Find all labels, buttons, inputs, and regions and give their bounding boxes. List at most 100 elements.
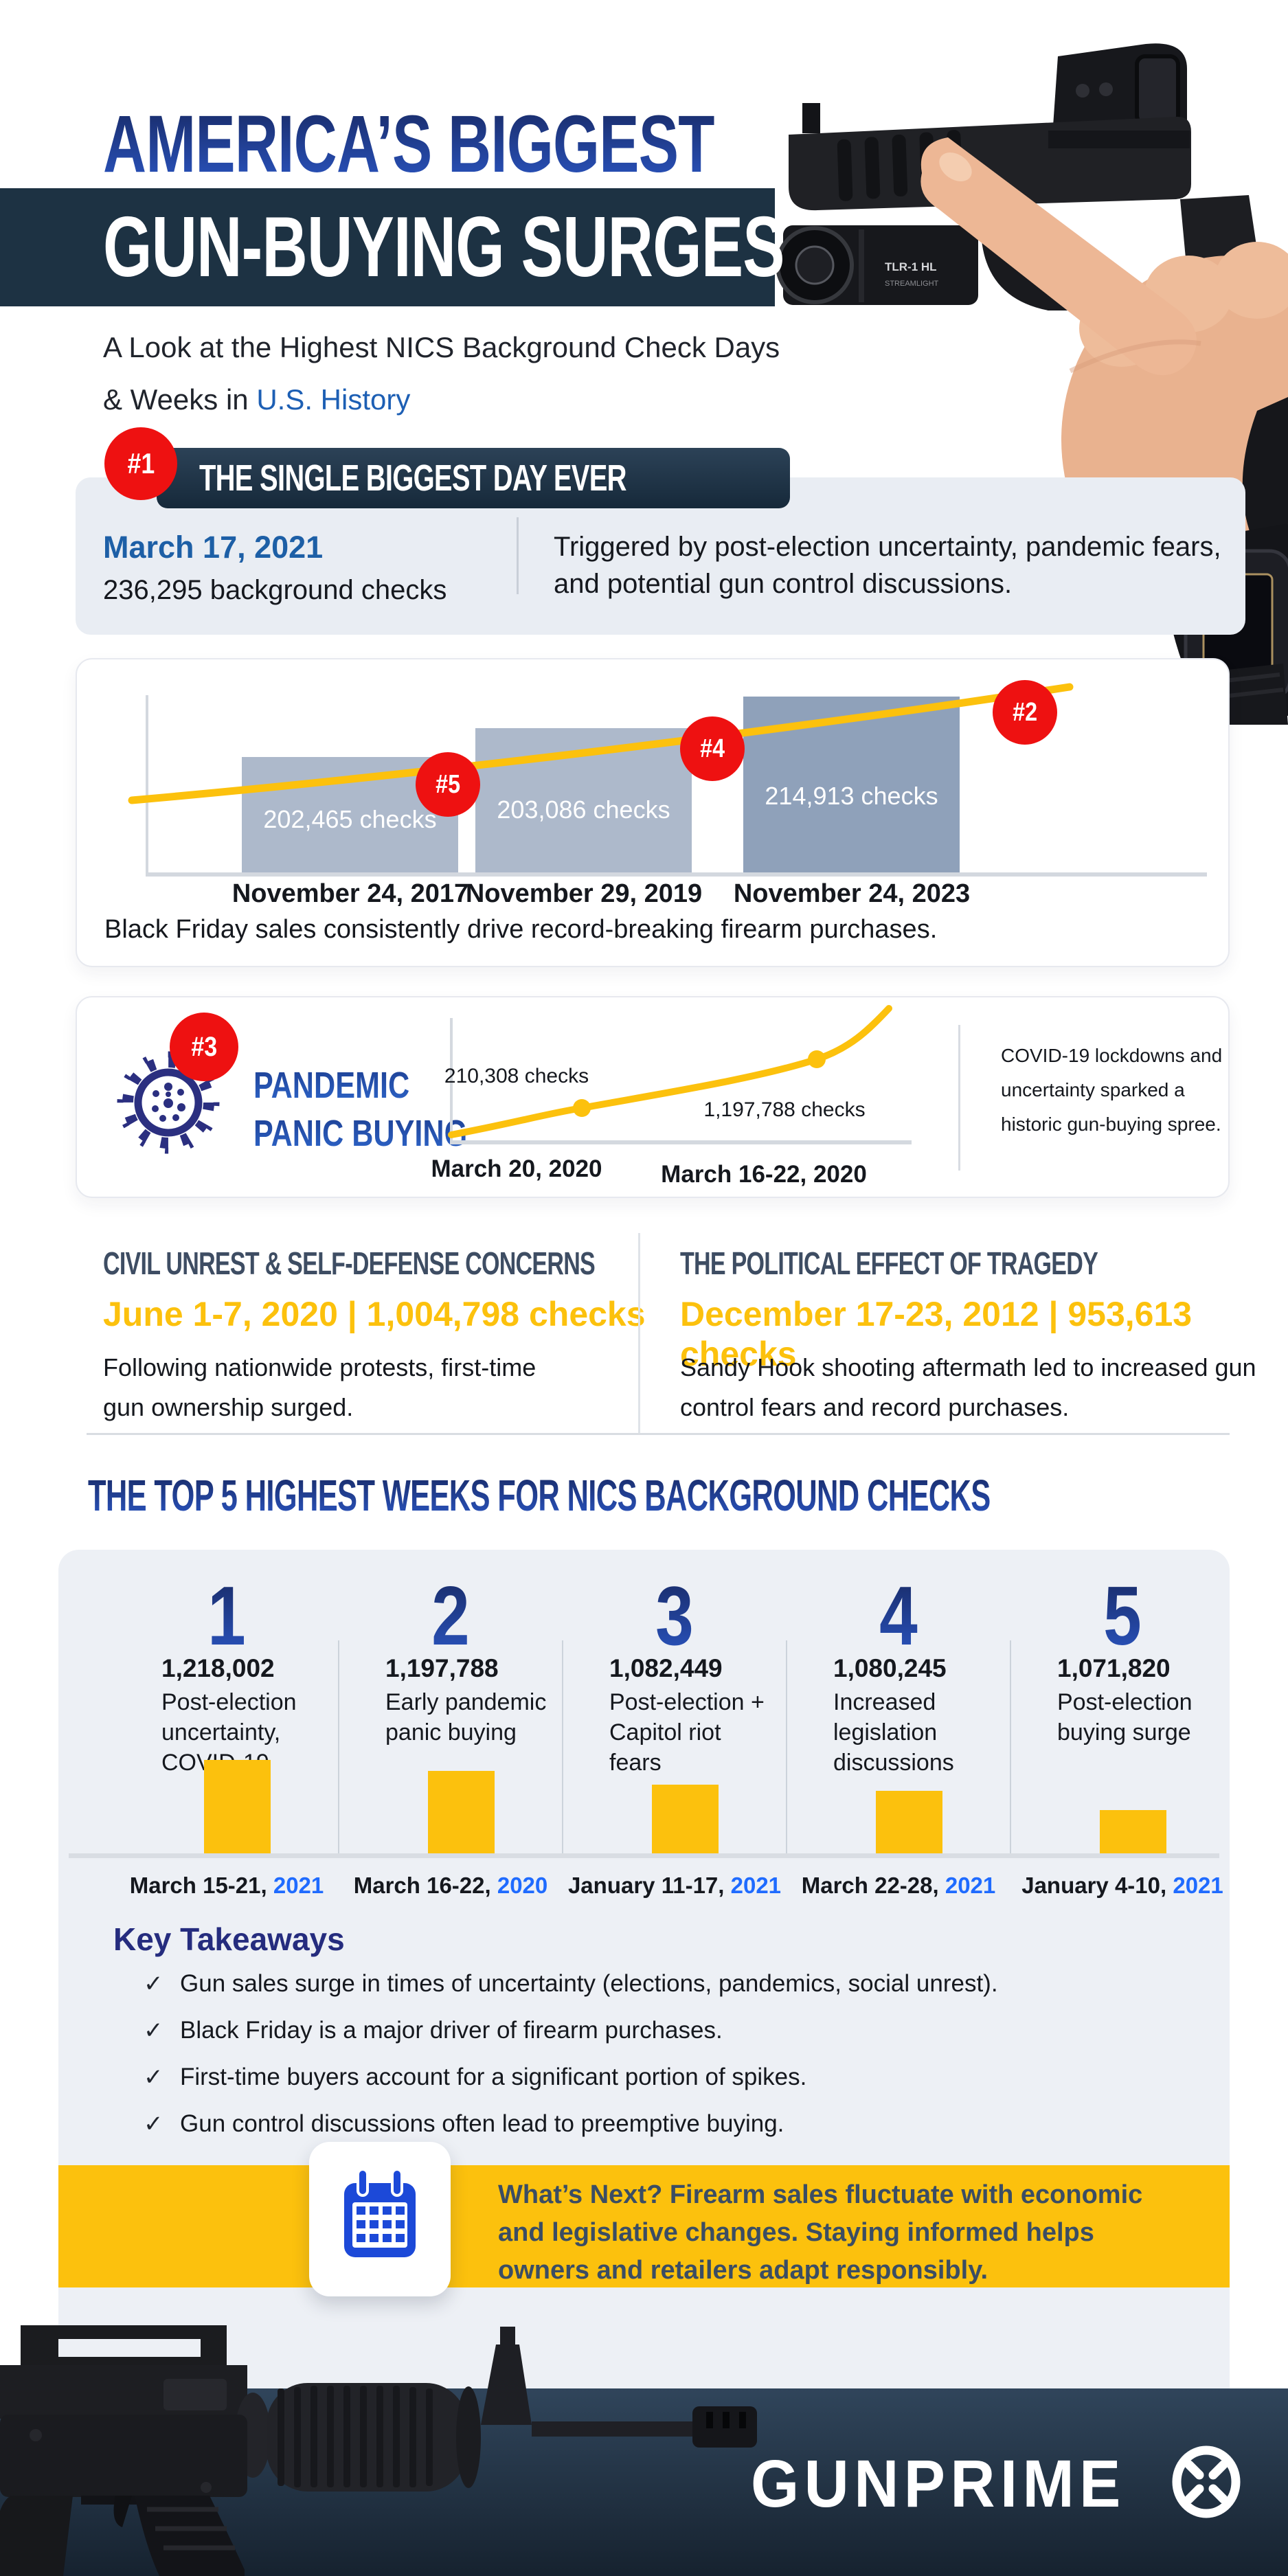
tragedy-heading-text: THE POLITICAL EFFECT OF TRAGEDY: [680, 1245, 1098, 1281]
whats-next-banner: [58, 2165, 1230, 2287]
takeaway-item-2: Black Friday is a major driver of firear…: [180, 2017, 723, 2044]
top5-rank-4: 4: [787, 1568, 1010, 1664]
top5-label-3: Post-election + Capitol riot fears: [609, 1689, 765, 1776]
section1-header-text: THE SINGLE BIGGEST DAY EVER: [199, 457, 626, 499]
civil-unrest-heading: CIVIL UNREST & SELF-DEFENSE CONCERNS: [103, 1245, 768, 1282]
top5-rank-1-text: 1: [207, 1569, 246, 1662]
section1-stat: 236,295 background checks: [103, 575, 447, 605]
section1-divider: [517, 517, 519, 594]
top5-rank-3-text: 3: [655, 1569, 694, 1662]
top5-label-2: Early pandemic panic buying: [385, 1689, 547, 1745]
top5-date-3-prefix: January 11-17,: [567, 1873, 731, 1898]
tragedy-description: Sandy Hook shooting aftermath led to inc…: [680, 1353, 1256, 1421]
section1-date: March 17, 2021: [103, 530, 324, 565]
top5-number-2: 1,197,788: [385, 1654, 499, 1682]
badge-rank-1: #1: [104, 427, 177, 500]
black-friday-card: 202,465 checks 203,086 checks 214,913 ch…: [76, 658, 1230, 967]
tragedy-stat: December 17-23, 2012 | 953,613 checks: [680, 1295, 1193, 1373]
top5-date-4-year: 2021: [945, 1873, 996, 1898]
pandemic-title-line1: PANDEMIC: [253, 1065, 410, 1106]
top5-baseline: [69, 1853, 1219, 1858]
check-icon: ✓: [144, 2111, 163, 2137]
bf-date-2017: November 24, 2017: [231, 879, 469, 908]
top5-date-2-prefix: March 16-22,: [353, 1873, 497, 1898]
calendar-icon: [344, 2168, 416, 2257]
check-icon: ✓: [144, 2064, 163, 2090]
top5-bar-5: [1100, 1810, 1166, 1853]
bf-bar-2017-label: 202,465 checks: [263, 805, 437, 833]
top5-label-4: Increased legislation discussions: [833, 1689, 954, 1776]
top5-rank-1: 1: [115, 1568, 339, 1664]
subtitle-text: A Look at the Highest NICS Background Ch…: [103, 331, 780, 416]
pandemic-line-chart: [448, 1005, 912, 1144]
section1-description: Triggered by post-election uncertainty, …: [554, 532, 1221, 599]
top5-heading: THE TOP 5 HIGHEST WEEKS FOR NICS BACKGRO…: [88, 1470, 1288, 1521]
subtitle-highlight: U.S. History: [256, 383, 411, 416]
check-icon: ✓: [144, 2018, 163, 2044]
top5-label-5: Post-election buying surge: [1057, 1689, 1193, 1745]
badge-rank-2: #2: [993, 680, 1057, 745]
brand-logo[interactable]: GUNPRIME: [751, 2445, 1154, 2522]
pandemic-title: PANDEMIC PANIC BUYING: [253, 1066, 521, 1162]
top5-rank-4-text: 4: [879, 1569, 918, 1662]
badge-rank-3: #3: [170, 1013, 238, 1081]
top5-rank-5: 5: [1010, 1568, 1234, 1664]
top5-col-divider: [338, 1640, 339, 1855]
top5-number-5: 1,071,820: [1057, 1654, 1171, 1682]
bf-bar-2019-label: 203,086 checks: [497, 795, 670, 824]
bf-date-2019: November 29, 2019: [465, 879, 703, 908]
top5-date-4: March 22-28, 2021: [787, 1873, 1010, 1899]
badge-rank-3-text: #3: [191, 1032, 217, 1062]
civil-unrest-stat: June 1-7, 2020 | 1,004,798 checks: [103, 1295, 646, 1333]
top5-rank-2: 2: [339, 1568, 563, 1664]
whats-next-text: What’s Next? Firearm sales fluctuate wit…: [498, 2180, 1143, 2285]
top5-col-divider: [786, 1640, 787, 1855]
takeaway-item-4: Gun control discussions often lead to pr…: [180, 2110, 784, 2137]
top5-bar-1: [204, 1760, 271, 1853]
bf-date-2023: November 24, 2023: [733, 879, 971, 908]
top5-heading-text: THE TOP 5 HIGHEST WEEKS FOR NICS BACKGRO…: [88, 1471, 991, 1520]
top5-number-3: 1,082,449: [609, 1654, 723, 1682]
top5-date-3: January 11-17, 2021: [563, 1873, 787, 1899]
tragedy-heading: THE POLITICAL EFFECT OF TRAGEDY: [680, 1245, 1245, 1282]
chart-y-axis: [146, 695, 148, 872]
badge-rank-5-text: #5: [436, 770, 460, 799]
top5-date-1-year: 2021: [273, 1873, 324, 1898]
columns-bottom-rule: [87, 1433, 1230, 1435]
check-icon: ✓: [144, 1971, 163, 1997]
top5-col-divider: [1010, 1640, 1011, 1855]
top5-panel: 1 2 3 4 5 1,218,002 Post-election uncert…: [58, 1550, 1230, 2389]
top5-date-2: March 16-22, 2020: [339, 1873, 563, 1899]
columns-divider: [638, 1233, 640, 1434]
subtitle: A Look at the Highest NICS Background Ch…: [103, 321, 783, 426]
rifle-illustration: [0, 2325, 757, 2576]
top5-bar-2: [428, 1771, 495, 1853]
badge-rank-4-text: #4: [700, 734, 725, 763]
top5-date-4-prefix: March 22-28,: [801, 1873, 945, 1898]
bf-trend-curve: [128, 683, 1074, 804]
brand-x-circle-icon[interactable]: [1168, 2443, 1245, 2521]
top5-bar-3: [652, 1785, 719, 1853]
takeaway-item-3: First-time buyers account for a signific…: [180, 2064, 807, 2090]
pandemic-divider: [958, 1025, 960, 1171]
civil-unrest-heading-text: CIVIL UNREST & SELF-DEFENSE CONCERNS: [103, 1245, 596, 1281]
top5-rank-5-text: 5: [1103, 1569, 1142, 1662]
brand-wordmark: GUNPRIME: [751, 2446, 1126, 2521]
badge-rank-1-text: #1: [127, 447, 155, 479]
bf-bar-2023-label: 214,913 checks: [765, 782, 938, 810]
top5-date-5: January 4-10, 2021: [1010, 1873, 1234, 1899]
pandemic-point1-date: March 20, 2020: [431, 1155, 602, 1182]
takeaway-item-1: Gun sales surge in times of uncertainty …: [180, 1970, 998, 1997]
virus-icon: [117, 1051, 220, 1154]
page-title-line1-text: AMERICA’S BIGGEST: [103, 99, 715, 190]
pandemic-point2-label: 1,197,788 checks: [703, 1098, 866, 1121]
pandemic-description: COVID-19 lockdowns and uncertainty spark…: [1001, 1045, 1223, 1135]
top5-date-3-year: 2021: [730, 1873, 782, 1898]
bf-caption: Black Friday sales consistently drive re…: [104, 915, 938, 944]
top5-rank-2-text: 2: [431, 1569, 470, 1662]
page-title-line2-text: GUN-BUYING SURGES: [103, 200, 785, 295]
top5-date-2-year: 2020: [497, 1873, 548, 1898]
pandemic-point2-date: March 16-22, 2020: [661, 1161, 867, 1188]
badge-rank-2-text: #2: [1013, 698, 1037, 727]
